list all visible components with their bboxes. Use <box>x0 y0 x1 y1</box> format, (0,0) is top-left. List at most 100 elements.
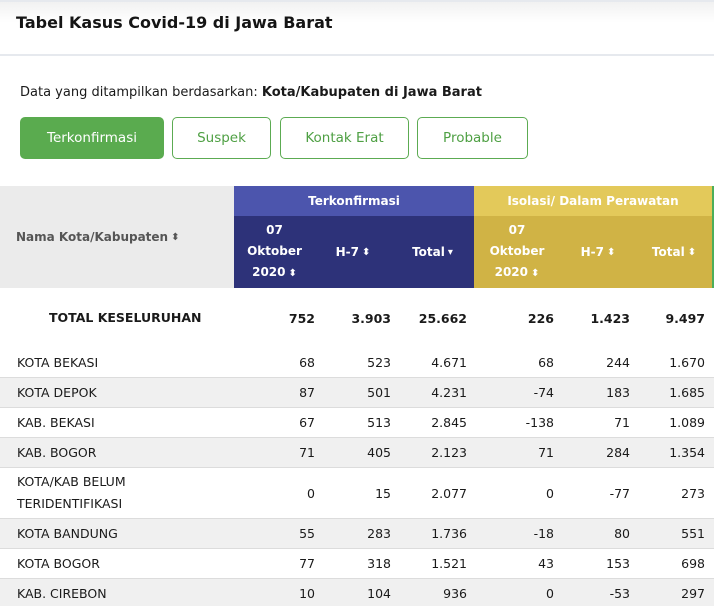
column-header-name[interactable]: Nama Kota/Kabupaten ⬍ <box>0 186 234 288</box>
row-name: KOTA BOGOR <box>17 555 100 571</box>
cell-value: 1.354 <box>669 445 705 460</box>
row-name: KOTA DEPOK <box>17 384 97 400</box>
cell-value: 1.089 <box>669 415 705 430</box>
cell-value: 1.423 <box>590 310 630 326</box>
cell-value: 15 <box>375 485 391 501</box>
sort-icon[interactable]: ⬍ <box>531 268 540 279</box>
table-row: KOTA BOGOR 77 318 1.521 43 153 698 <box>0 548 714 578</box>
column-header-total-terkonfirmasi[interactable]: Total ▾ <box>391 216 474 288</box>
cell-value: 68 <box>299 355 315 370</box>
table-row: KAB. BOGOR 71 405 2.123 71 284 1.354 <box>0 437 714 467</box>
date-line2: Oktober <box>489 244 545 258</box>
sort-icon[interactable]: ⬍ <box>171 231 180 243</box>
cell-value: 87 <box>299 385 315 400</box>
group-edge-divider <box>712 186 714 288</box>
filter-description: Data yang ditampilkan berdasarkan: Kota/… <box>20 85 482 100</box>
cell-value: 273 <box>681 485 705 501</box>
cell-value: 9.497 <box>665 310 705 326</box>
row-name: KAB. BEKASI <box>17 414 95 430</box>
cell-value: 68 <box>538 355 554 370</box>
row-name: KAB. BOGOR <box>17 444 97 460</box>
cell-value: 283 <box>367 526 391 541</box>
sort-icon[interactable]: ⬍ <box>687 246 697 258</box>
cell-value: 77 <box>299 556 315 571</box>
cell-value: 1.670 <box>669 355 705 370</box>
tab-terkonfirmasi[interactable]: Terkonfirmasi <box>20 117 164 159</box>
cell-value: 67 <box>299 415 315 430</box>
page-title: Tabel Kasus Covid-19 di Jawa Barat <box>16 13 333 32</box>
cell-value: 25.662 <box>418 310 467 326</box>
cell-value: 71 <box>614 415 630 430</box>
cell-value: -53 <box>609 586 630 601</box>
column-header-h7-terkonfirmasi[interactable]: H-7 ⬍ <box>315 216 391 288</box>
cell-value: 71 <box>299 445 315 460</box>
table-row: KAB. CIREBON 10 104 936 0 -53 297 <box>0 578 714 606</box>
cell-value: 513 <box>367 415 391 430</box>
cell-value: 183 <box>606 385 630 400</box>
date-line3: 2020 <box>494 265 528 279</box>
table-row: KOTA BEKASI 68 523 4.671 68 244 1.670 <box>0 348 714 377</box>
table-row: KOTA DEPOK 87 501 4.231 -74 183 1.685 <box>0 377 714 407</box>
group-header-terkonfirmasi: Terkonfirmasi <box>234 186 474 216</box>
total-row: TOTAL KESELURUHAN 752 3.903 25.662 226 1… <box>0 288 714 348</box>
cell-value: 551 <box>681 526 705 541</box>
cell-value: 405 <box>367 445 391 460</box>
cell-value: 0 <box>546 586 554 601</box>
cell-value: -18 <box>533 526 554 541</box>
cell-value: 4.671 <box>431 355 467 370</box>
h7-label: H-7 <box>335 244 359 259</box>
cell-value: 0 <box>546 485 554 501</box>
cell-value: 1.685 <box>669 385 705 400</box>
cell-value: -77 <box>609 485 630 501</box>
cell-value: 55 <box>299 526 315 541</box>
cell-value: 1.521 <box>431 556 467 571</box>
tab-probable[interactable]: Probable <box>417 117 528 159</box>
date-line1: 07 <box>508 223 526 237</box>
cell-value: 104 <box>367 586 391 601</box>
table-row: KAB. BEKASI 67 513 2.845 -138 71 1.089 <box>0 407 714 437</box>
cell-value: 3.903 <box>351 310 391 326</box>
cell-value: 501 <box>367 385 391 400</box>
cell-value: -138 <box>525 415 554 430</box>
row-name: KOTA BEKASI <box>17 354 99 370</box>
cell-value: -74 <box>533 385 554 400</box>
cell-value: 71 <box>538 445 554 460</box>
tab-kontak-erat[interactable]: Kontak Erat <box>280 117 409 159</box>
table-row: KOTA BANDUNG 55 283 1.736 -18 80 551 <box>0 518 714 548</box>
cell-value: 4.231 <box>431 385 467 400</box>
cell-value: 318 <box>367 556 391 571</box>
tab-suspek[interactable]: Suspek <box>172 117 271 159</box>
sort-desc-icon[interactable]: ▾ <box>447 246 453 258</box>
column-header-total-isolasi[interactable]: Total ⬍ <box>636 216 712 288</box>
sort-icon[interactable]: ⬍ <box>361 246 371 258</box>
cell-value: 936 <box>443 586 467 601</box>
column-header-h7-isolasi[interactable]: H-7 ⬍ <box>560 216 636 288</box>
cell-value: 43 <box>538 556 554 571</box>
cell-value: 284 <box>606 445 630 460</box>
date-line1: 07 <box>266 223 283 237</box>
group-header-isolasi: Isolasi/ Dalam Perawatan <box>474 186 712 216</box>
row-name: TOTAL KESELURUHAN <box>49 310 202 325</box>
total-label: Total <box>651 244 685 259</box>
cell-value: 752 <box>288 310 315 326</box>
date-line2: Oktober <box>247 244 302 258</box>
filter-label: Data yang ditampilkan berdasarkan: <box>20 85 258 100</box>
row-name: KAB. CIREBON <box>17 585 107 601</box>
cell-value: 698 <box>681 556 705 571</box>
column-header-date-isolasi[interactable]: 07 Oktober 2020 ⬍ <box>474 216 560 288</box>
sort-icon[interactable]: ⬍ <box>606 246 616 258</box>
h7-label: H-7 <box>580 244 604 259</box>
date-line3: 2020 <box>252 265 286 279</box>
cell-value: 226 <box>527 310 554 326</box>
column-header-date-terkonfirmasi[interactable]: 07 Oktober 2020 ⬍ <box>234 216 315 288</box>
row-name: KOTA/KAB BELUM TERIDENTIFIKASI <box>17 474 126 511</box>
cell-value: 523 <box>367 355 391 370</box>
sort-icon[interactable]: ⬍ <box>288 268 297 279</box>
cell-value: 80 <box>614 526 630 541</box>
cell-value: 0 <box>307 485 315 501</box>
filter-value: Kota/Kabupaten di Jawa Barat <box>261 85 482 100</box>
cell-value: 2.123 <box>431 445 467 460</box>
cell-value: 1.736 <box>431 526 467 541</box>
row-name: KOTA BANDUNG <box>17 525 118 541</box>
column-header-name-label: Nama Kota/Kabupaten <box>16 230 169 244</box>
